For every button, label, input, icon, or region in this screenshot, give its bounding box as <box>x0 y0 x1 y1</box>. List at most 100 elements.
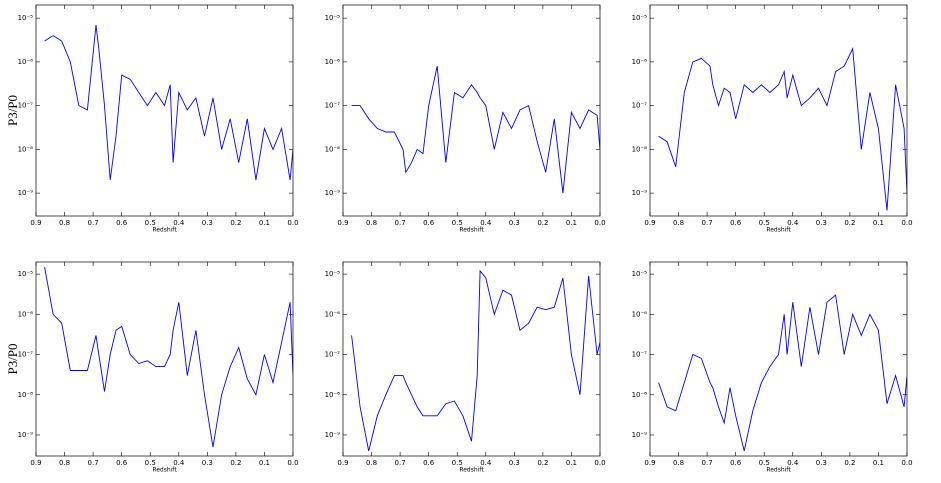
y-tick-label: 10⁻⁹ <box>325 431 341 439</box>
y-tick-label: 10⁻⁸ <box>632 391 648 399</box>
panel: 10⁻⁹ 10⁻⁸ 10⁻⁷ 10⁻⁶ 10⁻⁵ 0.9 0.8 0.7 0.6 0.5 0.4 0.… <box>325 4 606 234</box>
x-tick-label: 0.8 <box>673 459 684 467</box>
y-tick-label: 10⁻⁶ <box>632 310 648 318</box>
x-tick-label: 0.1 <box>873 459 884 467</box>
y-tick-label: 10⁻⁹ <box>632 189 648 197</box>
x-tick-label: 0.2 <box>230 219 241 227</box>
x-tick-label: 0.3 <box>816 219 827 227</box>
y-tick-label: 10⁻⁷ <box>325 102 341 110</box>
x-tick-label: 0.2 <box>844 219 855 227</box>
x-tick-label: 0.9 <box>337 219 348 227</box>
x-axis-label: Redshift <box>459 467 484 474</box>
x-tick-label: 0.7 <box>88 459 99 467</box>
x-tick-label: 0.5 <box>759 459 770 467</box>
x-tick-label: 0.4 <box>787 219 799 227</box>
x-tick-label: 0.0 <box>594 219 605 227</box>
x-axis-label: Redshift <box>766 467 791 474</box>
y-tick-label: 10⁻⁸ <box>325 391 341 399</box>
plot-area <box>658 294 907 452</box>
x-tick-label: 0.0 <box>287 459 298 467</box>
x-tick-label: 0.1 <box>259 219 270 227</box>
data-line <box>351 269 600 452</box>
y-tick-label: 10⁻⁶ <box>632 58 648 66</box>
x-tick-label: 0.5 <box>452 219 463 227</box>
x-tick-label: 0.6 <box>423 459 435 467</box>
y-tick-label: 10⁻⁸ <box>18 145 34 153</box>
plot-area <box>44 266 293 448</box>
y-tick-label: 10⁻⁵ <box>632 270 648 278</box>
data-line <box>351 66 600 194</box>
y-axis-label: P3/P0 <box>5 343 20 374</box>
x-tick-label: 0.6 <box>730 219 742 227</box>
x-tick-label: 0.8 <box>673 219 684 227</box>
y-tick-label: 10⁻⁶ <box>18 310 34 318</box>
x-tick-label: 0.8 <box>366 459 377 467</box>
y-tick-label: 10⁻⁹ <box>18 431 34 439</box>
x-tick-label: 0.2 <box>844 459 855 467</box>
x-tick-label: 0.4 <box>480 219 492 227</box>
x-axis-label: Redshift <box>152 227 177 234</box>
x-tick-label: 0.9 <box>30 459 41 467</box>
y-tick-label: 10⁻⁷ <box>18 351 34 359</box>
x-tick-label: 0.1 <box>566 459 577 467</box>
y-tick-label: 10⁻⁶ <box>18 58 34 66</box>
x-tick-label: 0.9 <box>644 219 655 227</box>
x-tick-label: 0.4 <box>787 459 799 467</box>
x-tick-label: 0.9 <box>337 459 348 467</box>
x-tick-label: 0.6 <box>730 459 742 467</box>
y-tick-label: 10⁻⁷ <box>632 351 648 359</box>
x-tick-label: 0.8 <box>59 219 70 227</box>
data-line <box>44 24 293 181</box>
x-tick-label: 0.2 <box>230 459 241 467</box>
panel: 10⁻⁹ 10⁻⁸ 10⁻⁷ 10⁻⁶ 10⁻⁵ 0.9 0.8 0.7 0.6 0.5 0.4 0.… <box>5 261 299 474</box>
x-tick-label: 0.6 <box>116 459 128 467</box>
x-tick-label: 0.5 <box>145 219 156 227</box>
data-line <box>658 294 907 452</box>
axes-frame <box>342 4 601 217</box>
axes-frame <box>649 261 908 457</box>
x-tick-label: 0.5 <box>145 459 156 467</box>
plot-area <box>351 269 600 452</box>
x-tick-label: 0.0 <box>901 459 912 467</box>
x-axis-label: Redshift <box>459 227 484 234</box>
x-tick-label: 0.6 <box>116 219 128 227</box>
x-tick-label: 0.9 <box>30 219 41 227</box>
panel: 10⁻⁹ 10⁻⁸ 10⁻⁷ 10⁻⁶ 10⁻⁵ 0.9 0.8 0.7 0.6 0.5 0.4 0.… <box>5 4 299 234</box>
y-tick-label: 10⁻⁹ <box>632 431 648 439</box>
axes-frame <box>342 261 601 457</box>
axes-frame <box>35 261 294 457</box>
x-tick-label: 0.7 <box>395 219 406 227</box>
axes-frame <box>35 4 294 217</box>
y-tick-label: 10⁻⁸ <box>18 391 34 399</box>
y-tick-label: 10⁻⁹ <box>325 189 341 197</box>
x-tick-label: 0.0 <box>594 459 605 467</box>
y-tick-label: 10⁻⁵ <box>632 14 648 22</box>
plot-area <box>44 24 293 181</box>
y-tick-label: 10⁻⁷ <box>632 102 648 110</box>
x-tick-label: 0.7 <box>702 219 713 227</box>
panel: 10⁻⁹ 10⁻⁸ 10⁻⁷ 10⁻⁶ 10⁻⁵ 0.9 0.8 0.7 0.6 0.5 0.4 0.… <box>632 4 913 234</box>
x-tick-label: 0.9 <box>644 459 655 467</box>
data-line <box>44 266 293 448</box>
x-tick-label: 0.5 <box>759 219 770 227</box>
x-tick-label: 0.7 <box>395 459 406 467</box>
x-axis-label: Redshift <box>766 227 791 234</box>
x-tick-label: 0.7 <box>702 459 713 467</box>
plot-area <box>351 66 600 194</box>
y-tick-label: 10⁻⁵ <box>325 14 341 22</box>
panel: 10⁻⁹ 10⁻⁸ 10⁻⁷ 10⁻⁶ 10⁻⁵ 0.9 0.8 0.7 0.6 0.5 0.4 0.… <box>325 261 606 474</box>
y-tick-label: 10⁻⁵ <box>18 270 34 278</box>
panel: 10⁻⁹ 10⁻⁸ 10⁻⁷ 10⁻⁶ 10⁻⁵ 0.9 0.8 0.7 0.6 0.5 0.4 0.… <box>632 261 913 474</box>
x-tick-label: 0.4 <box>173 459 185 467</box>
x-tick-label: 0.2 <box>537 459 548 467</box>
x-tick-label: 0.2 <box>537 219 548 227</box>
y-tick-label: 10⁻⁸ <box>325 145 341 153</box>
x-tick-label: 0.7 <box>88 219 99 227</box>
y-axis-label: P3/P0 <box>5 95 20 126</box>
x-axis-label: Redshift <box>152 467 177 474</box>
y-tick-label: 10⁻⁷ <box>18 102 34 110</box>
x-tick-label: 0.5 <box>452 459 463 467</box>
y-tick-label: 10⁻⁹ <box>18 189 34 197</box>
x-tick-label: 0.1 <box>259 459 270 467</box>
